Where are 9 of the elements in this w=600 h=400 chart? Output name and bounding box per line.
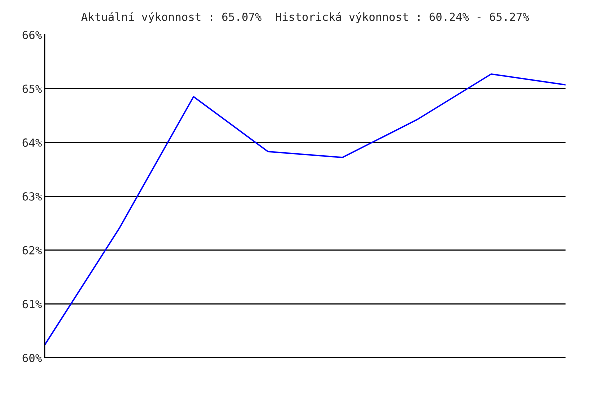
y-tick-label: 66% (22, 31, 42, 40)
chart-title: Aktuální výkonnost : 65.07% Historická výkonnost : 60.24% - 65.27% (82, 12, 530, 24)
y-tick-label: 63% (22, 192, 42, 201)
y-tick-label: 64% (22, 138, 42, 148)
y-tick-label: 61% (22, 300, 42, 309)
y-tick-label: 62% (22, 246, 42, 255)
y-tick-label: 60% (22, 354, 42, 362)
line-series (45, 74, 566, 346)
y-tick-label: 65% (22, 84, 42, 94)
